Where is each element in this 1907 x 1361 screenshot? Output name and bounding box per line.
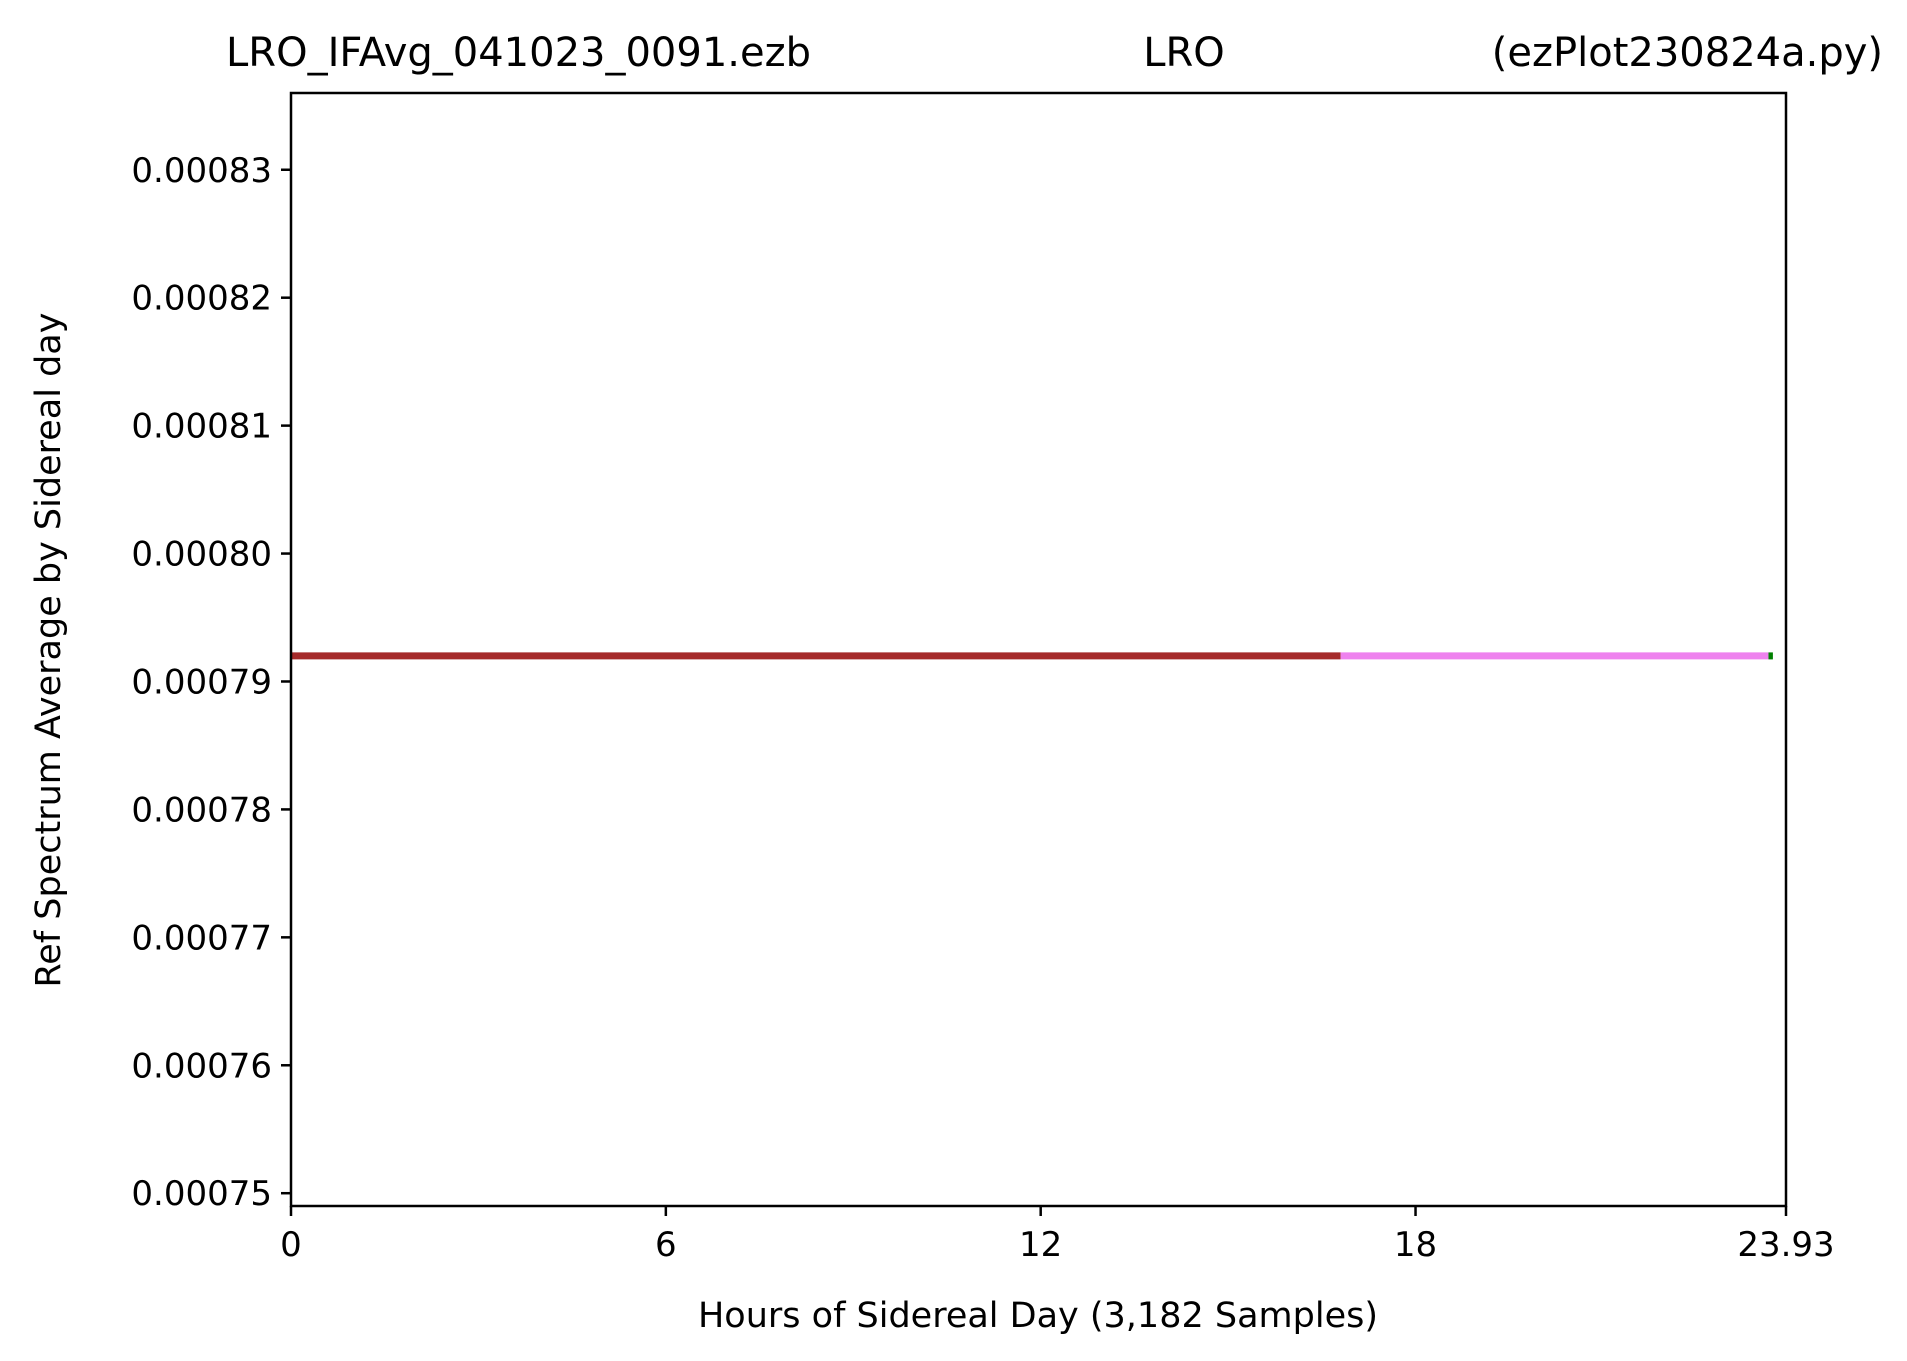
y-tick-label: 0.00082: [131, 279, 272, 319]
y-tick-label: 0.00075: [131, 1174, 272, 1214]
y-tick-label: 0.00081: [131, 407, 272, 447]
y-axis-label: Ref Spectrum Average by Sidereal day: [29, 313, 69, 988]
x-axis-ticks: 0 6 12 18 23.93: [280, 1206, 1835, 1265]
y-tick-label: 0.00079: [131, 662, 272, 702]
x-tick-label: 0: [280, 1225, 302, 1265]
chart-title-script: (ezPlot230824a.py): [1492, 30, 1883, 76]
y-tick-label: 0.00077: [131, 918, 272, 958]
y-tick-label: 0.00076: [131, 1046, 272, 1086]
plot-frame: [289, 91, 1788, 1208]
x-tick-label: 18: [1394, 1225, 1437, 1265]
y-tick-label: 0.00078: [131, 790, 272, 830]
chart-title-station: LRO: [1143, 30, 1225, 76]
y-tick-label: 0.00083: [131, 151, 272, 191]
y-axis-ticks: 0.00075 0.00076 0.00077 0.00078 0.00079 0.000…: [131, 151, 291, 1214]
x-tick-label: 12: [1019, 1225, 1062, 1265]
y-tick-label: 0.00080: [131, 535, 272, 575]
x-tick-label: 23.93: [1737, 1225, 1834, 1265]
chart-title-file: LRO_IFAvg_041023_0091.ezb: [226, 30, 811, 76]
x-axis-label: Hours of Sidereal Day (3,182 Samples): [698, 1296, 1378, 1336]
x-tick-label: 6: [655, 1225, 677, 1265]
